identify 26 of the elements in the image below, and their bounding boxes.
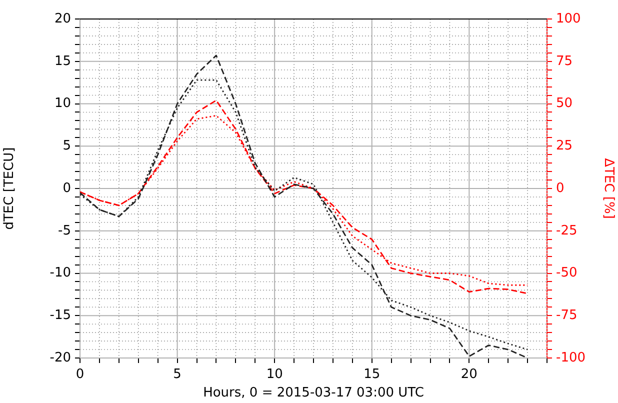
x-tick-label: 15 — [364, 367, 380, 382]
y2-axis-title: ΔTEC [%] — [600, 158, 616, 219]
x-axis-title: Hours, 0 = 2015-03-17 03:00 UTC — [203, 386, 424, 401]
y-tick-label: 0 — [62, 180, 71, 196]
y2-tick-label: 0 — [556, 180, 564, 196]
y-tick-label: -20 — [50, 350, 71, 366]
y-tick-label: 5 — [62, 138, 71, 154]
y2-tick-label: -25 — [556, 223, 578, 238]
x-tick-label: 0 — [76, 367, 84, 382]
y-tick-label: 15 — [54, 54, 71, 69]
y2-tick-label: 25 — [556, 138, 573, 154]
y2-tick-label: -75 — [556, 308, 578, 323]
y2-tick-label: 100 — [556, 11, 581, 26]
y2-tick-label: 75 — [556, 54, 573, 69]
x-tick-label: 20 — [460, 367, 478, 382]
y2-tick-label: -50 — [556, 266, 578, 281]
y2-tick-label: 50 — [556, 96, 573, 112]
y-tick-label: 20 — [54, 11, 71, 26]
y-tick-label: -15 — [50, 308, 71, 323]
x-tick-label: 10 — [266, 367, 283, 382]
y-tick-label: -5 — [58, 223, 71, 238]
y-axis-title: dTEC [TECU] — [2, 147, 18, 230]
y-tick-label: 10 — [54, 96, 71, 112]
y2-tick-label: -100 — [556, 350, 586, 366]
y-tick-label: -10 — [50, 266, 71, 281]
x-tick-label: 5 — [173, 367, 182, 382]
